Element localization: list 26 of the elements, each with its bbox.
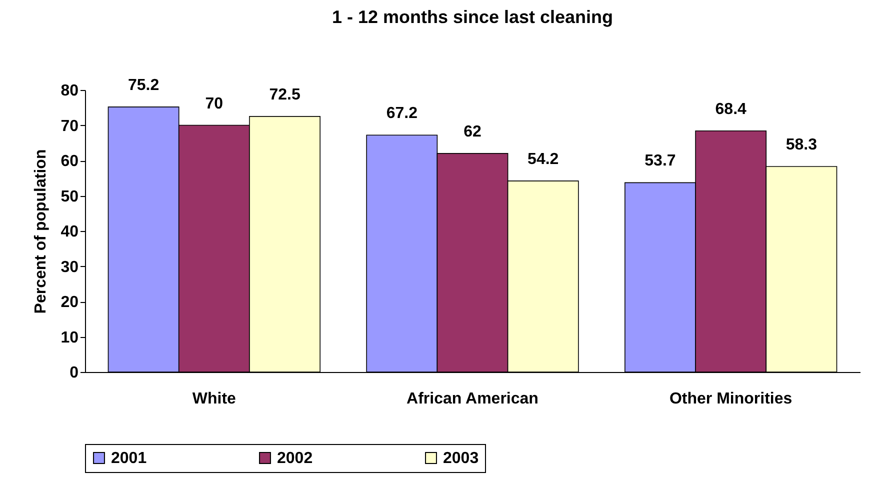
y-tick-label: 60 xyxy=(60,153,79,170)
x-tick-label: Other Minorities xyxy=(669,390,792,408)
y-tick-label: 80 xyxy=(60,82,79,100)
chart-title: 1 - 12 months since last cleaning xyxy=(332,6,614,27)
y-axis-title: Percent of population xyxy=(32,149,50,314)
y-tick-label: 20 xyxy=(60,294,79,311)
data-label: 75.2 xyxy=(128,76,160,94)
y-tick-label: 40 xyxy=(60,224,79,240)
y-tick-label: 70 xyxy=(60,118,79,135)
y-tick-label: 0 xyxy=(70,364,79,382)
data-label: 70 xyxy=(205,95,224,112)
data-label: 54.2 xyxy=(528,150,559,168)
x-tick-label: White xyxy=(192,390,236,408)
data-label: 67.2 xyxy=(386,105,418,122)
y-tick-label: 10 xyxy=(60,329,79,346)
legend-label: 2002 xyxy=(277,450,313,467)
y-tick-label: 30 xyxy=(60,258,79,276)
data-label: 72.5 xyxy=(269,86,300,104)
data-label: 53.7 xyxy=(644,152,676,170)
y-tick-label: 50 xyxy=(60,188,79,206)
x-tick-label: African American xyxy=(406,390,538,408)
legend-label: 2003 xyxy=(443,450,479,467)
data-label: 68.4 xyxy=(715,100,747,118)
data-label: 58.3 xyxy=(786,136,818,154)
data-label: 62 xyxy=(464,123,482,140)
legend-label: 2001 xyxy=(111,450,147,467)
